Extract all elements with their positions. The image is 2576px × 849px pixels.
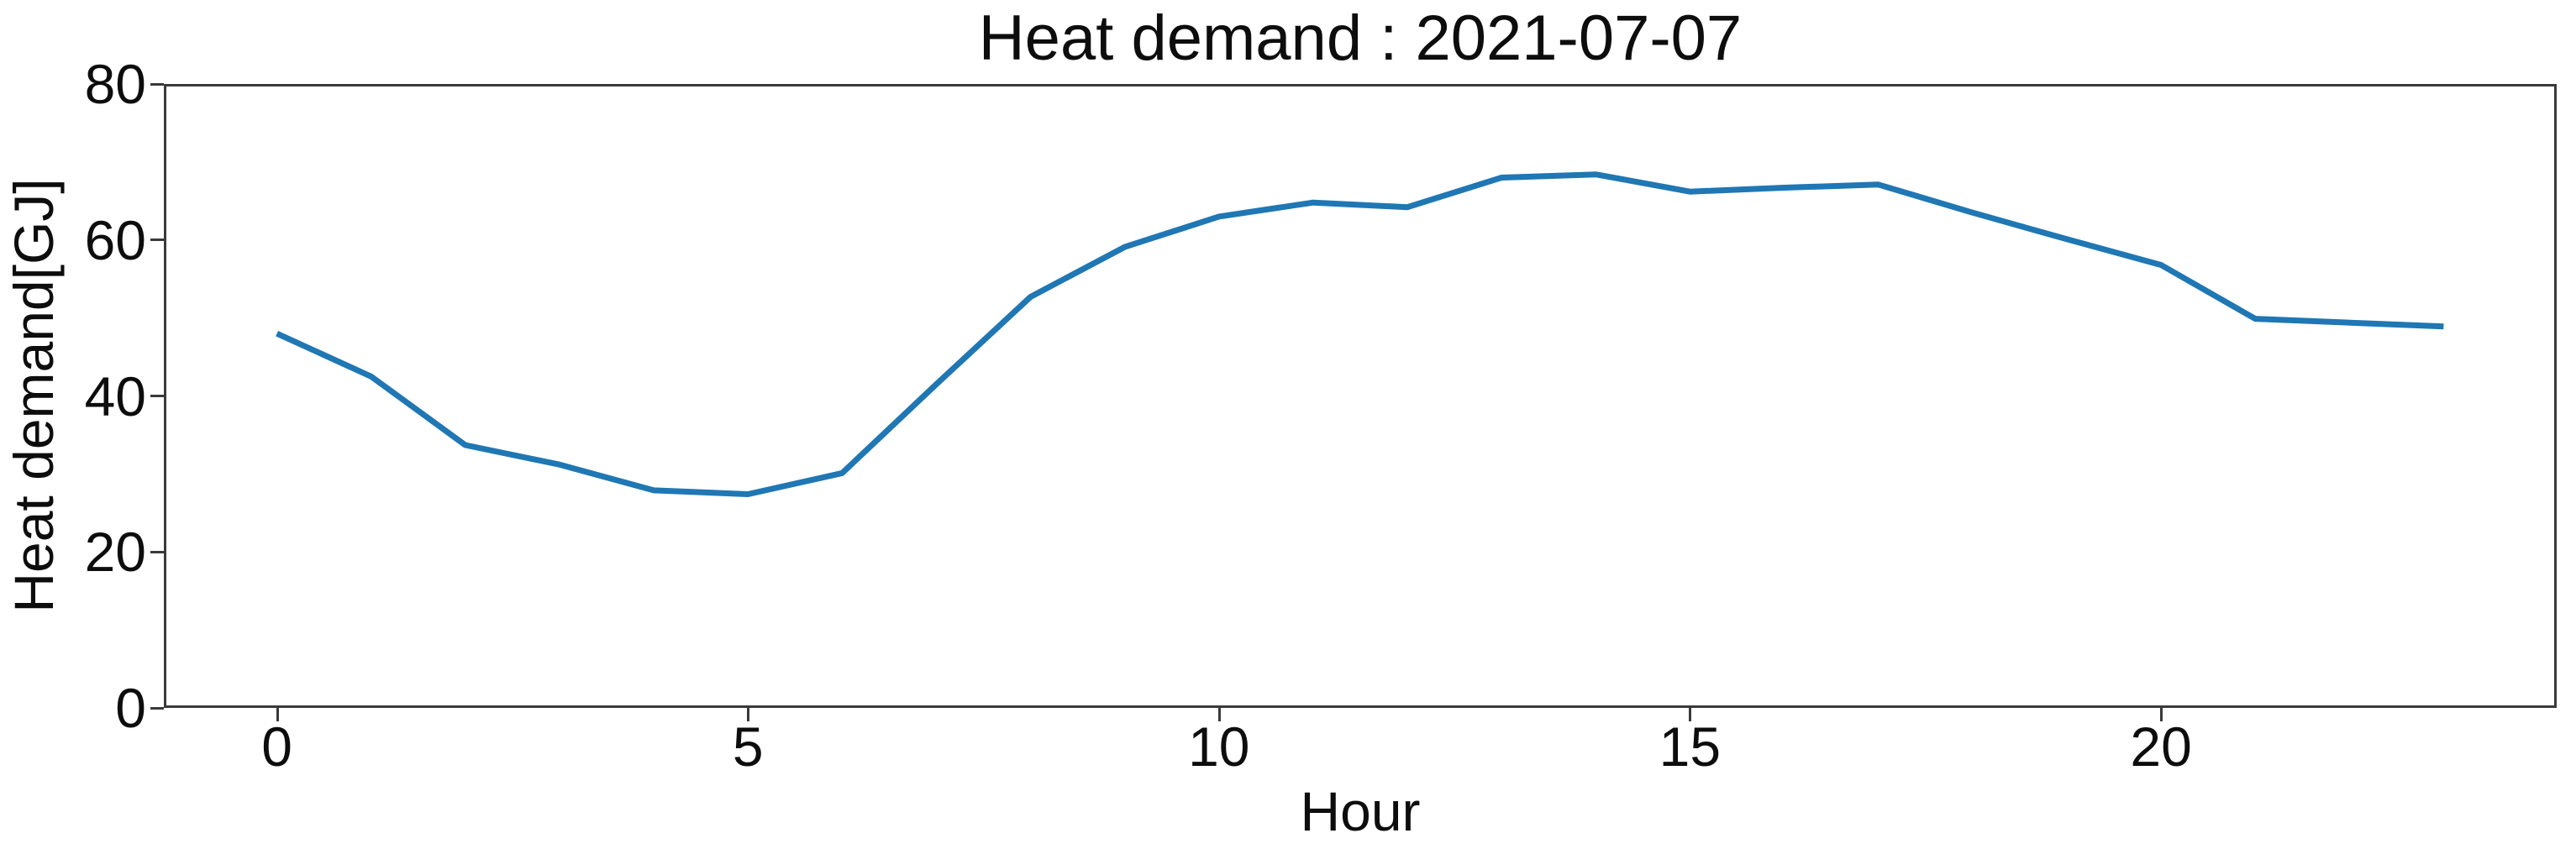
- x-tick-label: 15: [1659, 715, 1722, 778]
- y-tick-label: 80: [84, 53, 146, 115]
- y-tick-mark: [150, 238, 164, 242]
- x-tick-label: 20: [2130, 715, 2192, 778]
- x-tick-label: 10: [1188, 715, 1250, 778]
- x-tick-label: 5: [732, 715, 764, 778]
- y-tick-label: 20: [84, 521, 146, 584]
- plot-area: [164, 84, 2557, 708]
- x-tick-mark: [276, 708, 279, 721]
- y-tick-label: 40: [84, 364, 146, 427]
- x-tick-mark: [747, 708, 750, 721]
- y-tick-mark: [150, 550, 164, 553]
- x-axis-label: Hour: [1300, 780, 1421, 842]
- x-tick-mark: [1217, 708, 1221, 721]
- y-tick-mark: [150, 706, 164, 710]
- y-tick-label: 0: [115, 677, 146, 739]
- y-tick-label: 60: [84, 208, 146, 271]
- y-tick-mark: [150, 395, 164, 397]
- x-tick-mark: [2160, 708, 2163, 721]
- x-tick-mark: [1689, 708, 1692, 721]
- y-tick-mark: [150, 82, 164, 86]
- x-tick-label: 0: [261, 715, 292, 778]
- chart-title: Heat demand : 2021-07-07: [978, 3, 1743, 74]
